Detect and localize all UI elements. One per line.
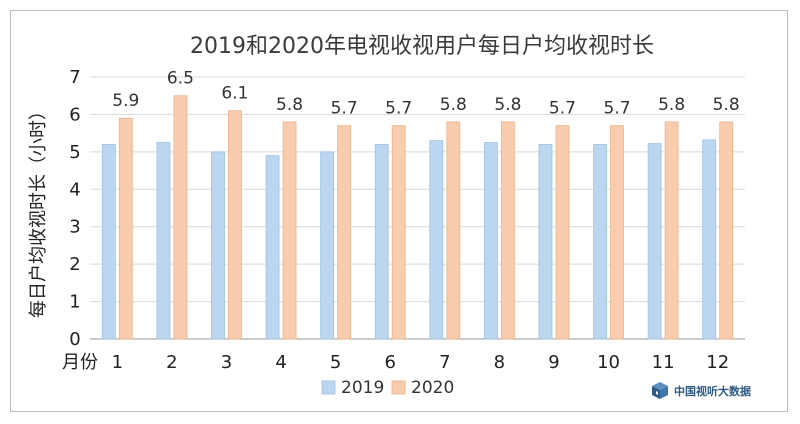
data-label: 6.1: [221, 84, 248, 104]
bar-2020-8: [500, 121, 515, 340]
y-tick-label: 2: [69, 254, 80, 275]
x-tick-label: 5: [330, 352, 341, 373]
bar-2019-4: [265, 155, 280, 340]
y-tick-label: 5: [69, 142, 80, 163]
data-label: 5.8: [713, 95, 740, 115]
gridlines: [90, 76, 745, 340]
bar-2019-10: [593, 143, 607, 340]
bar-2019-2: [156, 142, 171, 340]
x-tick-label: 9: [548, 352, 559, 373]
y-tick-label: 4: [69, 179, 80, 200]
bar-2019-3: [211, 151, 225, 340]
bar-2019-7: [429, 140, 444, 340]
y-axis-title: 每日户均收视时长（小时）: [28, 102, 49, 318]
x-tick-label: 7: [439, 352, 450, 373]
bar-2020-11: [664, 121, 679, 340]
data-label: 5.8: [440, 95, 467, 115]
bar-2020-9: [555, 125, 570, 340]
bar-2019-8: [483, 142, 498, 340]
brand-watermark: 中国视听大数据: [652, 382, 751, 399]
cube-logo-icon: [652, 382, 668, 399]
data-label: 6.5: [167, 69, 194, 89]
bar-2019-6: [374, 143, 389, 340]
x-axis-ticks: 1 2 3 4 5 6 7 8 9 10 11 12: [112, 352, 730, 373]
data-label: 5.7: [604, 99, 631, 119]
x-tick-label: 8: [494, 352, 505, 373]
data-labels-group: 5.9 6.5 6.1 5.8 5.7 5.7 5.8 5.8 5.7 5.7 5.8 5.8: [112, 69, 739, 119]
bar-2019-12: [702, 139, 717, 340]
x-tick-label: 12: [706, 352, 729, 373]
x-tick-label: 6: [384, 352, 395, 373]
data-label: 5.8: [276, 95, 303, 115]
data-label: 5.7: [385, 99, 412, 119]
bar-2020-10: [610, 125, 624, 340]
x-tick-label: 11: [652, 352, 675, 373]
brand-text: 中国视听大数据: [674, 384, 751, 398]
bar-2020-12: [719, 121, 734, 340]
x-tick-label: 10: [597, 352, 620, 373]
legend-swatch-2020: [391, 380, 406, 395]
x-tick-label: 1: [112, 352, 123, 373]
bar-2019-11: [647, 143, 662, 340]
bar-2020-2: [173, 95, 188, 340]
y-tick-label: 1: [69, 292, 80, 313]
data-label: 5.8: [494, 95, 521, 115]
x-tick-label: 4: [275, 352, 286, 373]
bar-2019-1: [101, 143, 116, 340]
legend-label-2019: 2019: [341, 378, 384, 398]
bar-2020-7: [446, 121, 461, 340]
bars-group: [101, 95, 734, 340]
y-tick-label: 0: [69, 329, 80, 350]
bar-2020-6: [391, 125, 406, 340]
y-tick-label: 3: [69, 217, 80, 238]
data-label: 5.9: [112, 91, 139, 111]
legend-swatch-2019: [321, 380, 336, 395]
y-tick-label: 7: [69, 67, 80, 88]
legend-label-2020: 2020: [411, 378, 454, 398]
bar-2019-9: [538, 143, 553, 340]
legend: 2019 2020: [321, 378, 454, 398]
x-tick-label: 3: [221, 352, 232, 373]
data-label: 5.8: [658, 95, 685, 115]
chart-title: 2019和2020年电视收视用户每日户均收视时长: [190, 34, 654, 59]
data-label: 5.7: [549, 99, 576, 119]
bar-2019-5: [320, 151, 335, 340]
y-axis-ticks: 0 1 2 3 4 5 6 7: [69, 67, 80, 350]
bar-2020-1: [118, 117, 133, 340]
data-label: 5.7: [331, 99, 358, 119]
bar-2020-3: [228, 110, 242, 340]
y-tick-label: 6: [69, 104, 80, 125]
x-tick-label: 2: [166, 352, 177, 373]
bar-2020-4: [282, 121, 297, 340]
x-axis-title: 月份: [62, 352, 98, 373]
bar-2020-5: [337, 125, 352, 340]
